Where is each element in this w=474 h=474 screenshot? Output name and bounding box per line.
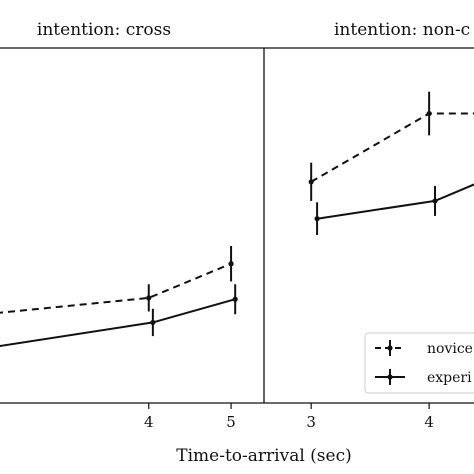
point-experi-1-0 bbox=[314, 216, 320, 222]
series-line-novice-0 bbox=[0, 262, 232, 314]
point-experi-0-1 bbox=[150, 319, 156, 326]
x-tick-label-1-1: 4 bbox=[424, 413, 434, 431]
x-axis-label: Time-to-arrival (sec) bbox=[176, 446, 352, 466]
x-tick-label-0-1: 5 bbox=[226, 413, 236, 431]
point-novice-0-1 bbox=[146, 295, 152, 301]
point-novice-0-2 bbox=[228, 261, 234, 267]
series-line-novice-1 bbox=[310, 112, 474, 183]
point-experi-0-2 bbox=[232, 296, 238, 302]
series-line-experi-1 bbox=[316, 183, 474, 220]
legend-entry-novice: novice bbox=[375, 340, 473, 357]
point-experi-1-1 bbox=[432, 198, 438, 204]
point-novice-1-1 bbox=[426, 110, 432, 117]
x-tick-label-1-0: 3 bbox=[306, 413, 316, 431]
legend-marker-novice bbox=[387, 345, 393, 351]
x-tick-label-0-0: 4 bbox=[144, 413, 154, 431]
panel-title-cross: intention: cross bbox=[37, 20, 171, 40]
legend-entry-experi: experi bbox=[375, 369, 472, 386]
legend-label-novice: novice bbox=[427, 341, 473, 357]
legend-label-experi: experi bbox=[427, 370, 472, 386]
point-novice-1-0 bbox=[308, 179, 314, 185]
legend: novice experi bbox=[364, 332, 474, 394]
series-line-experi-0 bbox=[0, 298, 236, 347]
legend-marker-experi bbox=[387, 374, 393, 380]
panel-title-non-cross: intention: non-c bbox=[334, 20, 470, 40]
